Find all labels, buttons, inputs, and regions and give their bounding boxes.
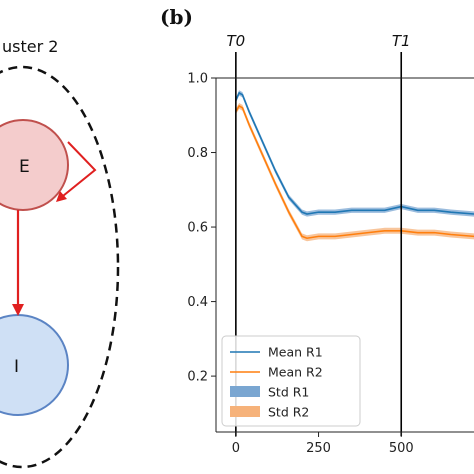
y-tick-label: 0.8: [187, 146, 208, 161]
legend-swatch-band: [230, 386, 260, 397]
node-i-label: I: [14, 357, 19, 377]
legend-label: Std R1: [268, 385, 309, 400]
y-tick-label: 0.4: [187, 295, 208, 310]
legend-label: Mean R2: [268, 365, 323, 380]
e-to-i-arrowhead: [12, 304, 24, 316]
network-diagram: uster 2 E I: [0, 37, 120, 469]
x-tick-label: 250: [306, 441, 331, 456]
panel-label: (b): [160, 5, 193, 29]
node-e-label: E: [19, 157, 30, 177]
mean-line-1: [235, 91, 474, 215]
line-chart: T0 T1 0.2 0.4 0.6 0.8 1.0 0 250 500 Mean R1 Mean …: [187, 32, 474, 456]
cluster-boundary: [0, 65, 120, 469]
y-tick-label: 0.6: [187, 221, 208, 236]
legend-label: Std R2: [268, 405, 309, 420]
x-tick-label: 0: [232, 441, 240, 456]
legend-box: [221, 335, 361, 427]
connection-arrows: [12, 141, 97, 316]
std-band-1: [235, 90, 474, 217]
y-tick-label: 0.2: [187, 370, 208, 385]
node-e: [0, 119, 69, 211]
node-i: [0, 314, 69, 416]
std-band-2: [235, 102, 474, 242]
self-connection-arrow: [57, 141, 97, 201]
legend-label: Mean R1: [268, 345, 323, 360]
time-marker-label-t0: T0: [226, 32, 245, 50]
time-marker-label-t1: T1: [392, 32, 411, 50]
legend-swatch-band: [230, 406, 260, 417]
y-tick-label: 1.0: [187, 72, 208, 87]
self-connection-arrowhead: [56, 191, 67, 202]
cluster-label: uster 2: [2, 37, 58, 56]
mean-line-2: [235, 104, 474, 240]
x-tick-label: 500: [389, 441, 414, 456]
